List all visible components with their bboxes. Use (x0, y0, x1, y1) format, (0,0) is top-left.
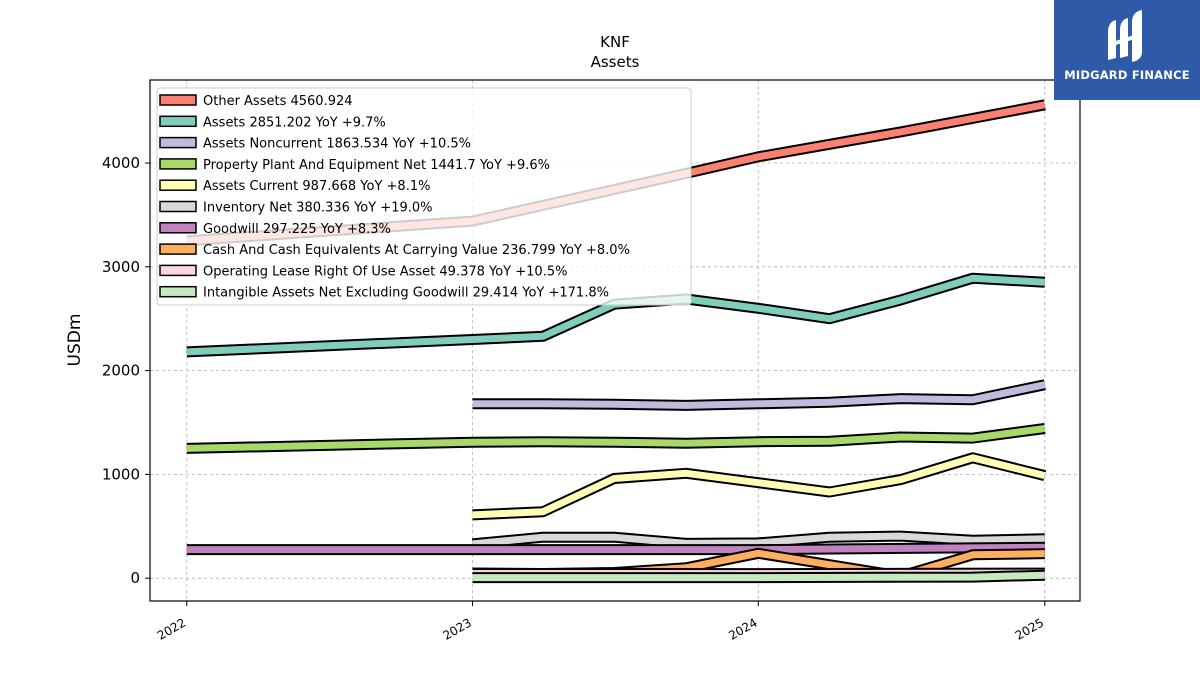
legend-swatch (159, 94, 197, 106)
legend-label: Assets Current 987.668 YoY +8.1% (203, 179, 430, 194)
series-fill (186, 425, 1046, 452)
legend-swatch (159, 200, 197, 213)
series-fill (472, 454, 1046, 519)
series-fill (186, 543, 1045, 554)
legend-label: Goodwill 297.225 YoY +8.3% (203, 222, 391, 237)
legend-swatch (159, 158, 197, 170)
legend-swatch (159, 264, 197, 277)
x-tick-label: 2024 (726, 615, 759, 642)
plot-frame (149, 79, 1081, 602)
legend-label: Assets 2851.202 YoY +9.7% (203, 115, 386, 130)
legend: Other Assets 4560.924 Assets 2851.202 YoY… (156, 87, 692, 306)
legend-swatch (159, 115, 197, 128)
y-tick-label: 3000 (102, 258, 140, 276)
legend-swatch (159, 179, 197, 191)
y-tick-label: 2000 (102, 362, 140, 380)
legend-label: Cash And Cash Equivalents At Carrying Va… (203, 243, 630, 258)
brand-mark-icon (1108, 10, 1142, 62)
series-line (472, 379, 1046, 411)
y-axis-label: USDm (65, 314, 85, 367)
y-tick-label: 1000 (102, 465, 140, 483)
series-fill (472, 381, 1046, 409)
legend-label: Inventory Net 380.336 YoY +19.0% (203, 201, 433, 216)
series-fill (186, 274, 1045, 356)
legend-swatch (159, 222, 197, 234)
legend-label: Property Plant And Equipment Net 1441.7 … (203, 158, 550, 173)
x-tick-label: 2025 (1013, 615, 1046, 642)
legend-label: Intangible Assets Net Excluding Goodwill… (203, 286, 609, 301)
y-tick-label: 0 (130, 569, 140, 587)
brand-logo: MIDGARD FINANCE (1054, 0, 1200, 100)
series-line (186, 272, 1046, 358)
x-tick-label: 2022 (155, 615, 188, 642)
legend-swatch (159, 136, 197, 149)
y-tick-label: 4000 (102, 154, 140, 172)
legend-swatch (159, 285, 197, 298)
brand-name: MIDGARD FINANCE (1064, 68, 1190, 82)
series-line (186, 423, 1046, 454)
series-line (471, 530, 1045, 550)
legend-label: Operating Lease Right Of Use Asset 49.37… (203, 264, 567, 279)
series-fill (472, 532, 1045, 548)
chart-subtitle: Assets (591, 53, 640, 71)
legend-label: Other Assets 4560.924 (203, 94, 353, 109)
legend-label: Assets Noncurrent 1863.534 YoY +10.5% (203, 137, 471, 152)
series-line (472, 452, 1047, 521)
series-line (472, 569, 1045, 584)
chart-title: KNF (600, 33, 630, 51)
x-tick-label: 2023 (441, 615, 474, 642)
legend-box (156, 87, 692, 306)
legend-swatch (159, 243, 197, 255)
series-line (186, 541, 1045, 556)
series-fill (472, 571, 1045, 582)
series-layer (186, 99, 1047, 584)
